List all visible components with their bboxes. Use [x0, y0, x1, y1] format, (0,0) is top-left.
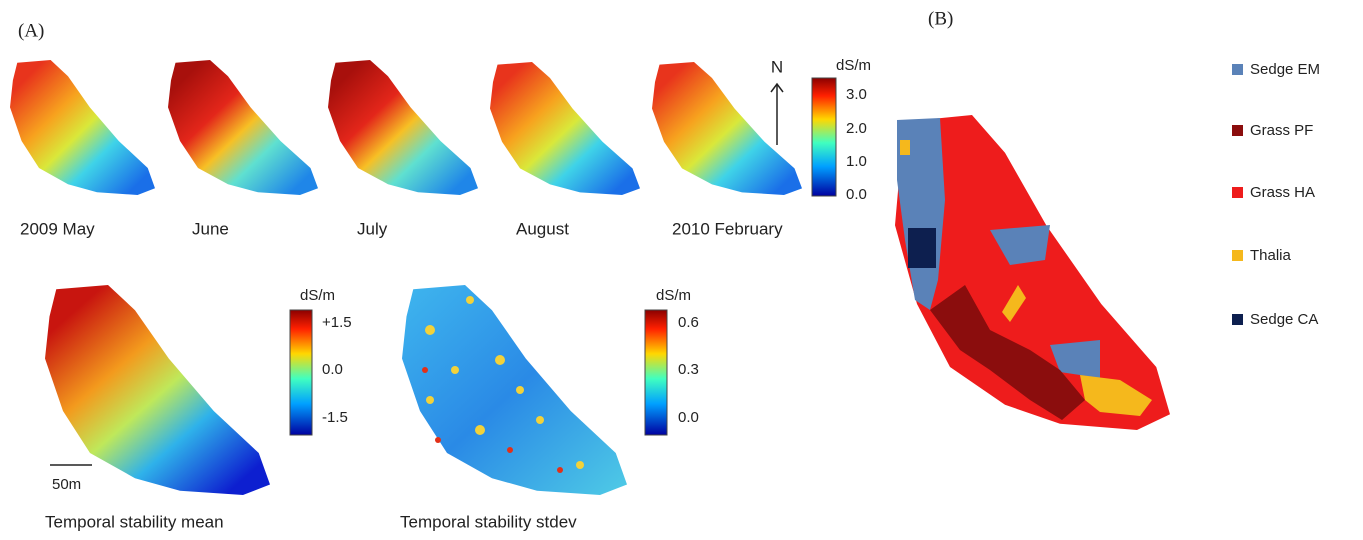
colorbar-tick: 2.0 — [846, 120, 867, 137]
colorbar — [290, 310, 312, 435]
colorbar-tick: 0.6 — [678, 314, 699, 331]
map-august — [490, 62, 640, 195]
panel-label: (A) — [18, 20, 44, 41]
scale-label: 50m — [52, 476, 81, 493]
unit-label: dS/m — [836, 57, 871, 74]
colorbar-tick: 1.0 — [846, 153, 867, 170]
legend-swatch — [1232, 187, 1243, 198]
legend-label: Sedge CA — [1250, 311, 1318, 328]
legend-label: Sedge EM — [1250, 61, 1320, 78]
map-may — [10, 60, 155, 195]
month-label: June — [192, 219, 229, 238]
north-label: N — [771, 57, 783, 76]
map-mean — [45, 285, 270, 495]
unit-label: dS/m — [656, 287, 691, 304]
figure: (A) 2009 May June July August 2010 Febru… — [0, 0, 1363, 540]
colorbar-tick: +1.5 — [322, 314, 352, 331]
map-june — [168, 60, 318, 195]
month-label: 2009 May — [20, 219, 95, 238]
panel-label: (B) — [928, 8, 953, 29]
caption: Temporal stability stdev — [400, 512, 577, 531]
legend-label: Thalia — [1250, 247, 1292, 264]
colorbar-tick: 0.0 — [678, 409, 699, 426]
legend-swatch — [1232, 125, 1243, 136]
colorbar-tick: 0.0 — [322, 361, 343, 378]
colorbar — [645, 310, 667, 435]
legend-label: Grass HA — [1250, 184, 1315, 201]
month-label: 2010 February — [672, 219, 783, 238]
colorbar-tick: 0.3 — [678, 361, 699, 378]
unit-label: dS/m — [300, 287, 335, 304]
legend-swatch — [1232, 314, 1243, 325]
legend-swatch — [1232, 64, 1243, 75]
legend-label: Grass PF — [1250, 122, 1313, 139]
thalia-area — [900, 140, 910, 155]
map-stdev — [402, 285, 627, 495]
legend-swatch — [1232, 250, 1243, 261]
month-label: July — [357, 219, 388, 238]
map-february — [652, 62, 802, 195]
colorbar — [812, 78, 836, 196]
colorbar-tick: 3.0 — [846, 86, 867, 103]
colorbar-tick: -1.5 — [322, 409, 348, 426]
caption: Temporal stability mean — [45, 512, 224, 531]
sedge-ca-area — [908, 228, 936, 268]
month-label: August — [516, 219, 569, 238]
map-july — [328, 60, 478, 195]
colorbar-tick: 0.0 — [846, 186, 867, 203]
